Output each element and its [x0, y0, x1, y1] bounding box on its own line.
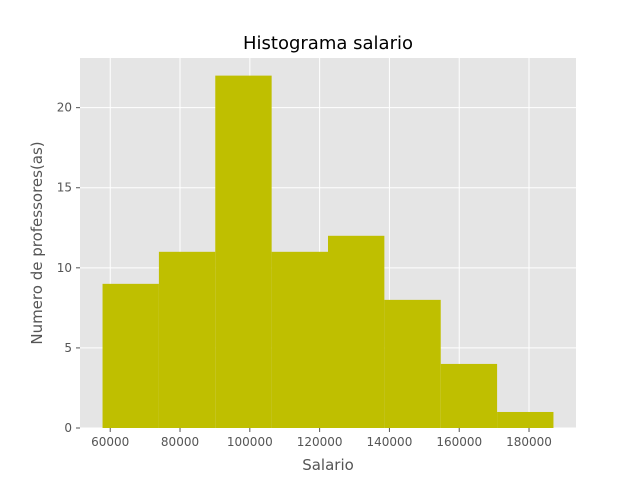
chart-title: Histograma salario	[243, 33, 413, 54]
histogram-bars	[102, 75, 554, 428]
x-tick-label: 60000	[91, 435, 129, 449]
x-tick-label: 140000	[367, 435, 413, 449]
histogram-bar	[440, 363, 498, 428]
x-tick-label: 120000	[297, 435, 343, 449]
x-tick-label: 180000	[506, 435, 552, 449]
histogram-bar	[102, 283, 159, 428]
histogram-bar	[384, 299, 441, 428]
histogram-bar	[158, 251, 216, 428]
histogram-bar	[497, 411, 554, 428]
x-tick-label: 160000	[436, 435, 482, 449]
x-tick-label: 80000	[161, 435, 199, 449]
x-tick-label: 100000	[227, 435, 273, 449]
x-axis-ticks: 60000 80000 100000 120000 140000 160000 180000	[91, 428, 552, 449]
y-tick-label: 0	[64, 421, 72, 435]
y-tick-label: 10	[57, 261, 72, 275]
histogram-bar	[328, 235, 385, 428]
y-axis-ticks: 0 5 10 15 20	[57, 101, 80, 435]
y-axis-label: Numero de professores(as)	[28, 141, 46, 344]
histogram-bar	[215, 75, 272, 428]
y-tick-label: 20	[57, 101, 72, 115]
histogram-bar	[271, 251, 328, 428]
y-tick-label: 15	[57, 181, 72, 195]
y-tick-label: 5	[64, 341, 72, 355]
x-axis-label: Salario	[302, 456, 354, 474]
